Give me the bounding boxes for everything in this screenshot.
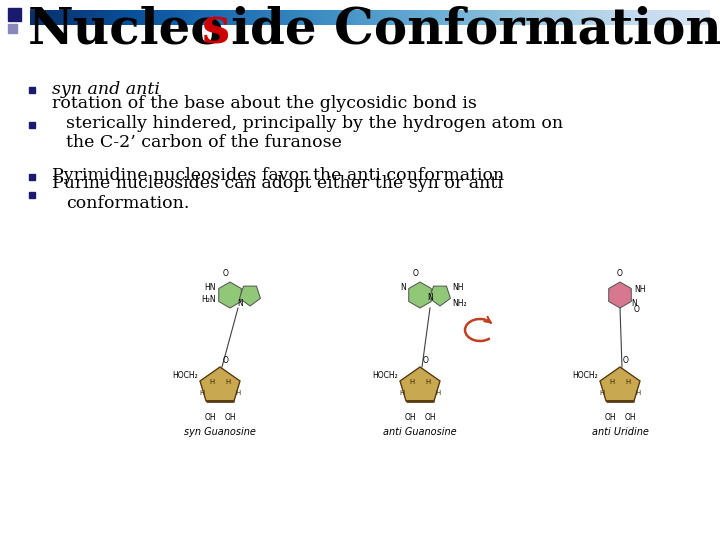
Text: sterically hindered, principally by the hydrogen atom on: sterically hindered, principally by the … (66, 114, 563, 132)
Text: OH: OH (204, 413, 216, 422)
Text: N: N (237, 299, 243, 307)
Text: anti Guanosine: anti Guanosine (383, 427, 456, 437)
Text: O: O (634, 305, 640, 314)
Bar (29, 87, 35, 93)
Text: Nucleo: Nucleo (28, 5, 225, 54)
Polygon shape (200, 367, 240, 401)
Text: N: N (400, 282, 406, 292)
Text: NH₂: NH₂ (452, 299, 467, 307)
Text: OH: OH (424, 413, 436, 422)
Text: O: O (223, 356, 229, 365)
Polygon shape (608, 282, 631, 308)
Text: HN: HN (204, 282, 216, 292)
Text: H: H (225, 379, 230, 385)
Text: H: H (436, 390, 441, 396)
Polygon shape (219, 282, 241, 308)
Text: O: O (423, 356, 429, 365)
Text: H: H (599, 390, 605, 396)
Text: OH: OH (604, 413, 616, 422)
Text: rotation of the base about the glycosidic bond is: rotation of the base about the glycosidi… (52, 95, 477, 112)
Polygon shape (600, 367, 640, 401)
Text: O: O (413, 269, 419, 278)
Text: H: H (199, 390, 204, 396)
Text: Purine nucleosides can adopt either the syn or anti: Purine nucleosides can adopt either the … (52, 175, 503, 192)
Text: H: H (410, 379, 415, 385)
Text: H: H (400, 390, 405, 396)
Text: HOCH₂: HOCH₂ (172, 370, 198, 380)
Text: O: O (617, 269, 623, 278)
Text: H: H (235, 390, 240, 396)
Text: OH: OH (224, 413, 236, 422)
Text: H: H (626, 379, 631, 385)
Text: O: O (223, 269, 229, 278)
Text: anti Uridine: anti Uridine (592, 427, 649, 437)
Text: N: N (427, 293, 433, 301)
Text: H: H (635, 390, 641, 396)
Bar (8, 24, 17, 33)
Text: H₂N: H₂N (202, 295, 216, 305)
Text: syn Guanosine: syn Guanosine (184, 427, 256, 437)
Bar (29, 122, 35, 128)
Text: OH: OH (404, 413, 416, 422)
Text: syn and anti: syn and anti (52, 80, 160, 98)
Text: H: H (426, 379, 431, 385)
Text: the C-2’ carbon of the furanose: the C-2’ carbon of the furanose (66, 134, 342, 151)
Polygon shape (430, 286, 451, 306)
Bar (29, 174, 35, 180)
Polygon shape (240, 286, 261, 306)
Bar (29, 192, 35, 198)
Text: NH: NH (634, 285, 646, 294)
Text: Pyrimidine nucleosides favor the anti conformation: Pyrimidine nucleosides favor the anti co… (52, 167, 504, 185)
Polygon shape (400, 367, 440, 401)
Bar (8, 8, 21, 21)
Text: OH: OH (624, 413, 636, 422)
Text: O: O (623, 356, 629, 365)
Text: s: s (202, 5, 230, 54)
Text: NH: NH (452, 282, 464, 292)
Text: H: H (609, 379, 615, 385)
Text: H: H (210, 379, 215, 385)
Text: N: N (631, 300, 636, 308)
Text: conformation.: conformation. (66, 194, 189, 212)
Text: HOCH₂: HOCH₂ (572, 370, 598, 380)
Text: HOCH₂: HOCH₂ (372, 370, 398, 380)
Text: ide Conformation: ide Conformation (231, 5, 720, 54)
Polygon shape (409, 282, 431, 308)
